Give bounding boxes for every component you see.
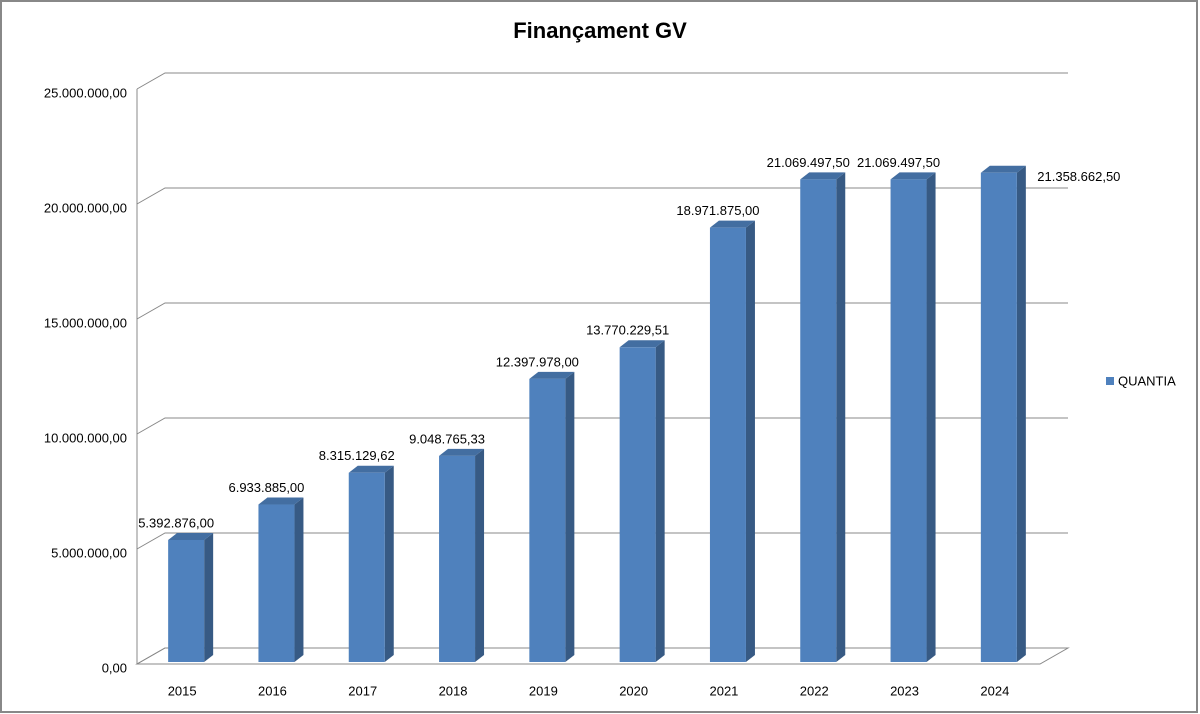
data-label: 21.069.497,50 (767, 155, 850, 170)
bar-top (800, 172, 846, 180)
y-tick-label: 15.000.000,00 (44, 315, 127, 330)
grid-line (136, 417, 1068, 435)
bar-top (348, 465, 394, 473)
data-label: 8.315.129,62 (319, 448, 395, 463)
data-label: 6.933.885,00 (228, 480, 304, 495)
bar-top (258, 497, 304, 505)
legend-label: QUANTIA (1118, 373, 1176, 388)
x-tick-label: 2017 (348, 683, 377, 698)
x-tick-label: 2019 (529, 683, 558, 698)
bar (348, 472, 385, 662)
data-label: 5.392.876,00 (138, 515, 214, 530)
y-tick-label: 25.000.000,00 (44, 85, 127, 100)
bar-top (619, 340, 665, 348)
bar (709, 227, 746, 662)
y-tick-label: 0,00 (102, 660, 127, 675)
grid-line (136, 532, 1068, 550)
grid-line (136, 187, 1068, 205)
bar-top (709, 220, 755, 228)
bar-top (439, 448, 485, 456)
x-tick-label: 2018 (439, 683, 468, 698)
bar (168, 539, 205, 662)
bar (800, 179, 837, 662)
x-tick-label: 2016 (258, 683, 287, 698)
bar-side (384, 465, 394, 662)
data-label: 12.397.978,00 (496, 354, 579, 369)
grid-line (136, 647, 1068, 665)
data-label: 9.048.765,33 (409, 431, 485, 446)
bar-side (655, 340, 665, 662)
bar-top (980, 165, 1026, 173)
x-tick-label: 2021 (709, 683, 738, 698)
x-tick-label: 2022 (800, 683, 829, 698)
bar (619, 347, 656, 662)
bar (890, 179, 927, 662)
bar (258, 504, 295, 662)
x-tick-label: 2015 (168, 683, 197, 698)
bar-side (565, 371, 575, 662)
grid-line (136, 72, 1068, 90)
bar-top (529, 371, 575, 379)
data-label: 21.358.662,50 (1037, 169, 1120, 184)
bar-side (836, 172, 846, 662)
bar-side (745, 220, 755, 662)
bar-side (475, 448, 485, 662)
bar-top (168, 532, 214, 540)
bar-side (204, 532, 214, 662)
x-tick-label: 2023 (890, 683, 919, 698)
bar (980, 172, 1017, 662)
x-tick-label: 2024 (980, 683, 1009, 698)
data-label: 13.770.229,51 (586, 323, 669, 338)
data-label: 18.971.875,00 (676, 203, 759, 218)
legend-swatch (1106, 377, 1114, 385)
y-tick-label: 5.000.000,00 (51, 545, 127, 560)
chart-title: Finançament GV (513, 18, 687, 43)
bar (439, 455, 476, 662)
grid-line (136, 302, 1068, 320)
bar-side (926, 172, 936, 662)
data-label: 21.069.497,50 (857, 155, 940, 170)
x-tick-label: 2020 (619, 683, 648, 698)
y-tick-label: 20.000.000,00 (44, 200, 127, 215)
bar (529, 378, 566, 662)
bar-top (890, 172, 936, 180)
bar-side (294, 497, 304, 662)
bar-side (1016, 165, 1026, 662)
y-tick-label: 10.000.000,00 (44, 430, 127, 445)
